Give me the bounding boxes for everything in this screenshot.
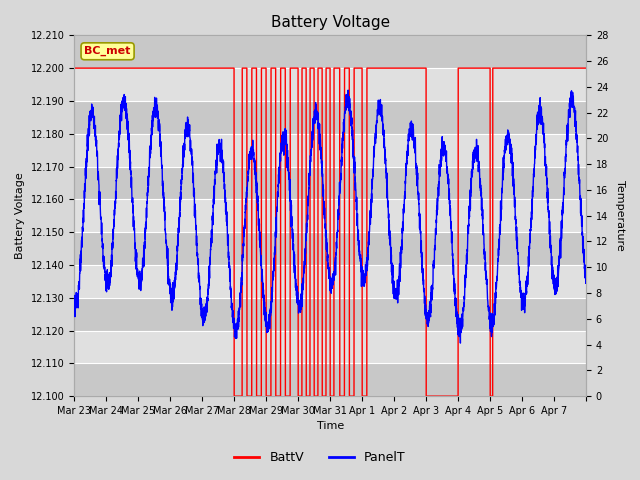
Title: Battery Voltage: Battery Voltage [271,15,390,30]
Bar [74,167,586,199]
Bar [74,68,586,101]
Text: BC_met: BC_met [84,46,131,57]
Bar [74,232,586,265]
X-axis label: Time: Time [317,421,344,432]
Legend: BattV, PanelT: BattV, PanelT [229,446,411,469]
Bar [74,199,586,232]
Bar [74,134,586,167]
Bar [74,36,586,68]
Bar [74,101,586,134]
Y-axis label: Temperature: Temperature [615,180,625,251]
Bar [74,298,586,331]
Bar [74,331,586,363]
Bar [74,363,586,396]
Y-axis label: Battery Voltage: Battery Voltage [15,172,25,259]
Bar [74,265,586,298]
